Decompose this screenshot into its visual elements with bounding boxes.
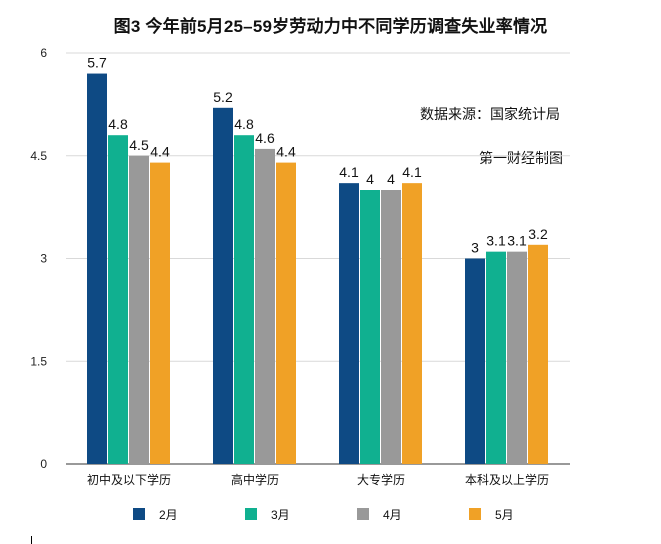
data-label: 4.6 [255,130,275,146]
x-tick-label: 本科及以上学历 [465,472,549,487]
data-label: 4.4 [276,144,296,160]
data-label: 3.1 [507,233,527,249]
data-label: 5.7 [87,55,107,71]
data-label: 4.4 [150,144,170,160]
bar [402,183,422,464]
y-tick-label: 1.5 [30,354,47,368]
y-tick-label: 3 [40,252,47,266]
bar [87,73,107,465]
chart-title: 图3 今年前5月25–59岁劳动力中不同学历调查失业率情况 [113,17,548,36]
legend-swatch [469,508,481,520]
legend-swatch [357,508,369,520]
data-label: 3.1 [486,233,506,249]
legend-label: 3月 [271,508,290,522]
x-axis-ticks: 初中及以下学历 高中学历 大专学历 本科及以上学历 [87,472,549,487]
data-label: 4.5 [129,137,149,153]
bar [528,244,548,464]
y-tick-label: 0 [40,457,47,471]
bar [129,155,149,464]
y-axis-ticks: 0 1.5 3 4.5 6 [30,46,47,471]
bar [465,258,485,464]
bar [255,148,275,464]
y-tick-label: 6 [40,46,47,60]
bar [234,135,254,464]
bar [339,183,359,464]
data-label: 4.8 [108,116,128,132]
bar [150,162,170,464]
bar [507,251,527,464]
bar [360,190,380,464]
data-label: 4 [366,171,374,187]
data-label: 5.2 [213,89,233,105]
credit-note: 第一财经制图 [479,151,563,167]
legend: 2月 3月 4月 5月 [133,508,514,522]
data-label: 4 [387,171,395,187]
data-label: 4.1 [339,164,359,180]
legend-label: 2月 [159,508,178,522]
legend-swatch [245,508,257,520]
data-label: 3 [471,240,479,256]
bar [276,162,296,464]
bar [486,251,506,464]
legend-swatch [133,508,145,520]
bars [87,73,548,465]
data-label: 4.8 [234,116,254,132]
x-tick-label: 初中及以下学历 [87,472,171,487]
legend-label: 5月 [495,508,514,522]
x-tick-label: 高中学历 [231,472,279,487]
bar [381,190,401,464]
text-cursor-mark [31,536,32,544]
y-tick-label: 4.5 [30,149,47,163]
x-tick-label: 大专学历 [357,472,405,487]
data-label: 4.1 [402,164,422,180]
data-source-note: 数据来源：国家统计局 [420,107,560,123]
bar [108,135,128,464]
legend-label: 4月 [383,508,402,522]
bar [213,107,233,465]
data-labels: 5.74.84.5 4.45.24.84.64.44.1 4 4 4.13 3.1 3.1 3… [87,55,548,256]
data-label: 3.2 [528,226,548,242]
